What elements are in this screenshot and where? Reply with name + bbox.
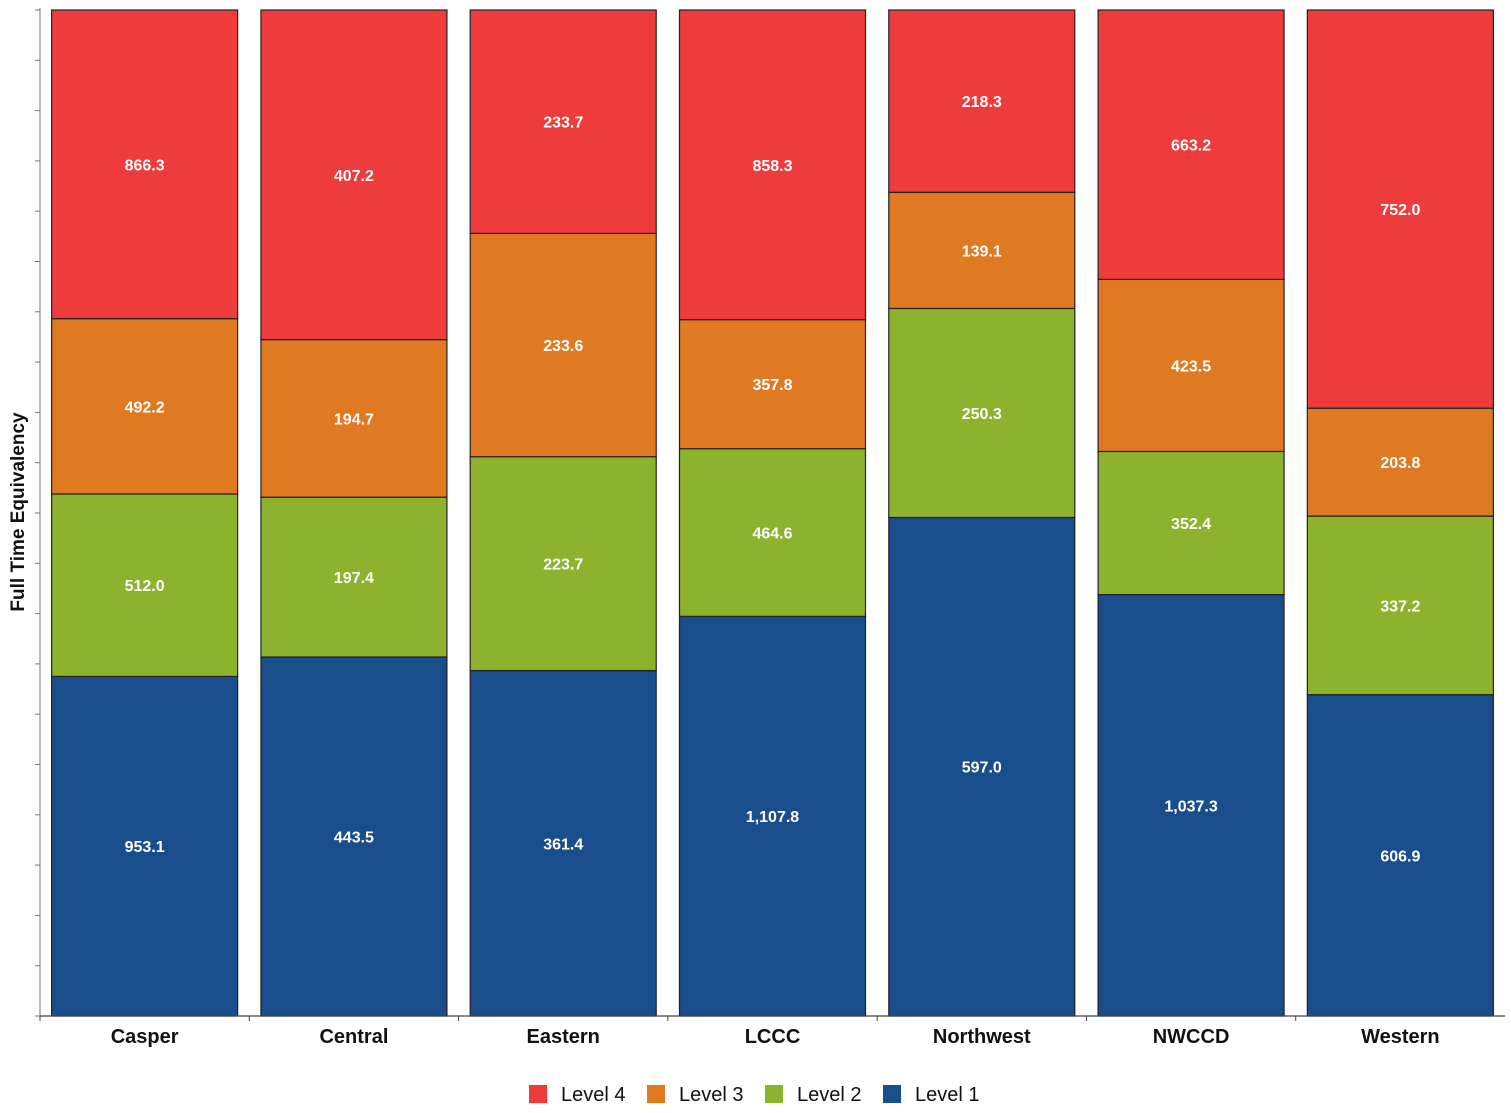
data-label-nwccd-level-3: 423.5 bbox=[1171, 358, 1211, 375]
legend-swatch-level-2 bbox=[765, 1085, 783, 1103]
data-label-eastern-level-1: 361.4 bbox=[543, 836, 583, 853]
data-label-lccc-level-3: 357.8 bbox=[752, 377, 792, 394]
data-label-northwest-level-3: 139.1 bbox=[962, 243, 1002, 260]
bar-western-level-3 bbox=[1306, 407, 1494, 517]
legend-item-level-3: Level 3 bbox=[647, 1084, 744, 1106]
data-label-northwest-level-2: 250.3 bbox=[962, 406, 1002, 423]
x-tick-label-northwest: Northwest bbox=[933, 1026, 1031, 1048]
bar-central-level-3 bbox=[260, 339, 448, 498]
y-axis-label: Full Time Equivalency bbox=[8, 412, 29, 612]
bar-lccc-level-3 bbox=[678, 319, 867, 450]
data-label-western-level-4: 752.0 bbox=[1380, 202, 1420, 219]
bar-western-level-2 bbox=[1306, 515, 1494, 696]
data-label-casper-level-1: 953.1 bbox=[125, 839, 165, 856]
bar-casper-level-1 bbox=[51, 675, 239, 1017]
legend-swatch-level-3 bbox=[647, 1085, 665, 1103]
bar-western-level-4 bbox=[1306, 9, 1494, 409]
x-tick-label-nwccd: NWCCD bbox=[1153, 1026, 1230, 1048]
data-label-central-level-4: 407.2 bbox=[334, 168, 374, 185]
data-label-casper-level-4: 866.3 bbox=[125, 157, 165, 174]
legend: Level 4 Level 3 Level 2 Level 1 bbox=[529, 1084, 980, 1106]
data-label-casper-level-3: 492.2 bbox=[125, 399, 165, 416]
bars-layer: 953.1 512.0 492.2 866.3 443.5 197.4 194.7 407.2… bbox=[51, 9, 1494, 1017]
bar-northwest-level-4 bbox=[888, 9, 1076, 193]
bar-lccc-level-1 bbox=[678, 615, 867, 1017]
y-ticks bbox=[35, 9, 40, 1017]
legend-label-level-1: Level 1 bbox=[915, 1084, 980, 1106]
bar-lccc-level-4 bbox=[678, 9, 867, 321]
bar-casper-level-4 bbox=[51, 9, 239, 320]
data-label-northwest-level-1: 597.0 bbox=[962, 760, 1002, 777]
bar-western-level-1 bbox=[1306, 694, 1494, 1017]
legend-swatch-level-1 bbox=[883, 1085, 901, 1103]
data-label-eastern-level-2: 223.7 bbox=[543, 557, 583, 574]
x-tick-label-lccc: LCCC bbox=[745, 1026, 801, 1048]
data-label-central-level-2: 197.4 bbox=[334, 570, 374, 587]
legend-item-level-2: Level 2 bbox=[765, 1084, 862, 1106]
data-label-lccc-level-4: 858.3 bbox=[752, 158, 792, 175]
legend-label-level-3: Level 3 bbox=[679, 1084, 744, 1106]
data-label-central-level-1: 443.5 bbox=[334, 830, 374, 847]
data-label-central-level-3: 194.7 bbox=[334, 411, 374, 428]
legend-label-level-2: Level 2 bbox=[797, 1084, 862, 1106]
bar-casper-level-2 bbox=[51, 493, 239, 678]
axis-layer bbox=[35, 8, 1505, 1017]
data-label-eastern-level-4: 233.7 bbox=[543, 115, 583, 132]
data-label-lccc-level-1: 1,107.8 bbox=[746, 809, 799, 826]
bar-nwccd-level-1 bbox=[1097, 594, 1285, 1017]
data-label-northwest-level-4: 218.3 bbox=[962, 94, 1002, 111]
data-label-western-level-2: 337.2 bbox=[1380, 598, 1420, 615]
x-tick-label-casper: Casper bbox=[111, 1026, 179, 1048]
x-tick-label-central: Central bbox=[319, 1026, 388, 1048]
data-label-eastern-level-3: 233.6 bbox=[543, 338, 583, 355]
bar-eastern-level-2 bbox=[469, 456, 657, 672]
bar-central-level-4 bbox=[260, 9, 448, 341]
bar-nwccd-level-3 bbox=[1097, 278, 1285, 453]
bar-northwest-level-2 bbox=[888, 307, 1076, 519]
bar-eastern-level-4 bbox=[469, 9, 657, 234]
data-label-nwccd-level-4: 663.2 bbox=[1171, 138, 1211, 155]
x-tick-label-eastern: Eastern bbox=[527, 1026, 600, 1048]
data-label-lccc-level-2: 464.6 bbox=[752, 526, 792, 543]
bar-northwest-level-1 bbox=[888, 516, 1076, 1017]
data-label-nwccd-level-1: 1,037.3 bbox=[1164, 798, 1217, 815]
data-label-western-level-3: 203.8 bbox=[1380, 455, 1420, 472]
category-labels: Casper Central Eastern LCCC Northwest NWCCD We… bbox=[39, 1016, 1440, 1048]
data-label-casper-level-2: 512.0 bbox=[125, 578, 165, 595]
bar-nwccd-level-4 bbox=[1097, 9, 1285, 281]
bar-central-level-1 bbox=[260, 656, 448, 1017]
data-label-nwccd-level-2: 352.4 bbox=[1171, 516, 1211, 533]
data-label-western-level-1: 606.9 bbox=[1380, 848, 1420, 865]
bar-northwest-level-3 bbox=[888, 191, 1076, 310]
legend-swatch-level-4 bbox=[529, 1085, 547, 1103]
legend-item-level-1: Level 1 bbox=[883, 1084, 980, 1106]
legend-label-level-4: Level 4 bbox=[561, 1084, 626, 1106]
bar-eastern-level-3 bbox=[469, 232, 657, 458]
bar-central-level-2 bbox=[260, 496, 448, 658]
legend-item-level-4: Level 4 bbox=[529, 1084, 626, 1106]
x-tick-label-western: Western bbox=[1361, 1026, 1440, 1048]
